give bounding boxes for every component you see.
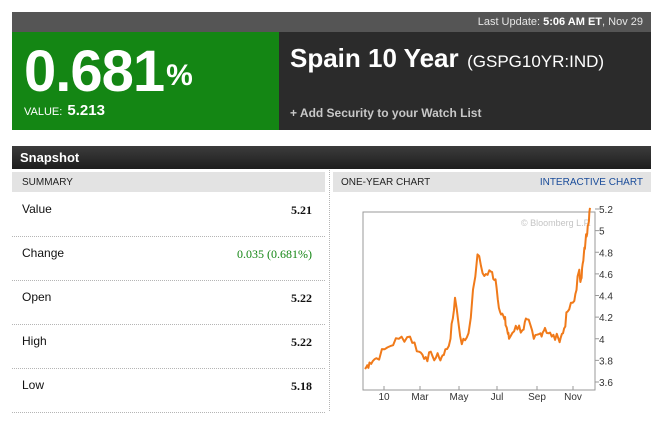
- percent-value: 0.681: [24, 39, 165, 104]
- y-tick-label: 5: [599, 227, 605, 238]
- y-tick-label: 3.6: [599, 378, 613, 389]
- summary-row-open: Open 5.22: [12, 280, 325, 325]
- snapshot-title: Snapshot: [20, 150, 80, 165]
- percent-change: 0.681%: [24, 38, 193, 106]
- interactive-chart-link[interactable]: INTERACTIVE CHART: [539, 177, 643, 188]
- last-update-label: Last Update:: [477, 16, 541, 28]
- security-ticker: (GSPG10YR:IND): [467, 52, 605, 71]
- x-tick-label: Sep: [528, 392, 546, 403]
- y-tick-label: 4: [599, 335, 605, 346]
- summary-row-label: Open: [22, 290, 52, 304]
- summary-row-change: Change 0.035 (0.681%): [12, 236, 325, 281]
- value-label: VALUE:: [24, 106, 63, 118]
- quote-change-panel: 0.681% VALUE: 5.213: [12, 32, 279, 130]
- y-tick-label: 5.2: [599, 205, 613, 216]
- summary-row-low: Low 5.18: [12, 368, 325, 413]
- summary-row-label: High: [22, 334, 47, 348]
- security-name: Spain 10 Year: [290, 43, 459, 73]
- chart-plot-area: [362, 211, 596, 391]
- x-tick-label: 10: [378, 392, 390, 403]
- last-update-date: , Nov 29: [602, 16, 643, 28]
- security-title: Spain 10 Year (GSPG10YR:IND): [290, 43, 604, 74]
- y-tick-label: 3.8: [599, 356, 613, 367]
- chart-header-label: ONE-YEAR CHART: [341, 177, 431, 188]
- chart-header: ONE-YEAR CHART INTERACTIVE CHART: [333, 172, 651, 192]
- summary-row-number: 5.18: [291, 379, 312, 393]
- x-tick-label: Mar: [411, 392, 429, 403]
- add-to-watchlist-link[interactable]: + Add Security to your Watch List: [290, 106, 482, 120]
- x-tick-label: Nov: [564, 392, 582, 403]
- y-tick-label: 4.2: [599, 313, 613, 324]
- summary-row-number: 5.21: [291, 203, 312, 217]
- y-tick-label: 4.6: [599, 270, 613, 281]
- summary-row-number: 5.22: [291, 335, 312, 349]
- y-tick-label: 4.4: [599, 292, 613, 303]
- summary-row-value: Value 5.21: [12, 192, 325, 237]
- security-title-panel: Spain 10 Year (GSPG10YR:IND) + Add Secur…: [279, 32, 651, 130]
- summary-header-label: SUMMARY: [22, 177, 73, 188]
- y-tick-label: 4.8: [599, 248, 613, 259]
- summary-row-number: 5.22: [291, 291, 312, 305]
- current-value: 5.213: [67, 102, 105, 119]
- summary-header: SUMMARY: [12, 172, 325, 192]
- summary-row-label: Low: [22, 378, 45, 392]
- value-line: VALUE: 5.213: [24, 102, 105, 119]
- chart-watermark: © Bloomberg L.P.: [521, 218, 591, 228]
- series-line: [364, 207, 591, 370]
- last-update: Last Update: 5:06 AM ET, Nov 29: [478, 16, 643, 28]
- summary-row-high: High 5.22: [12, 324, 325, 369]
- x-tick-label: Jul: [491, 392, 504, 403]
- top-status-bar: Last Update: 5:06 AM ET, Nov 29: [12, 12, 651, 32]
- x-tick-label: May: [450, 392, 469, 403]
- percent-symbol: %: [166, 59, 193, 92]
- summary-row-number: 0.035 (0.681%): [237, 247, 312, 261]
- last-update-time: 5:06 AM ET: [543, 16, 603, 28]
- snapshot-header: Snapshot: [12, 146, 651, 169]
- column-divider: [329, 170, 330, 411]
- one-year-chart[interactable]: © Bloomberg L.P. 3.6 3.8 4 4.2 4.4 4.6 4.8 5 5.2…: [334, 196, 650, 408]
- summary-row-label: Value: [22, 202, 52, 216]
- summary-row-label: Change: [22, 246, 65, 260]
